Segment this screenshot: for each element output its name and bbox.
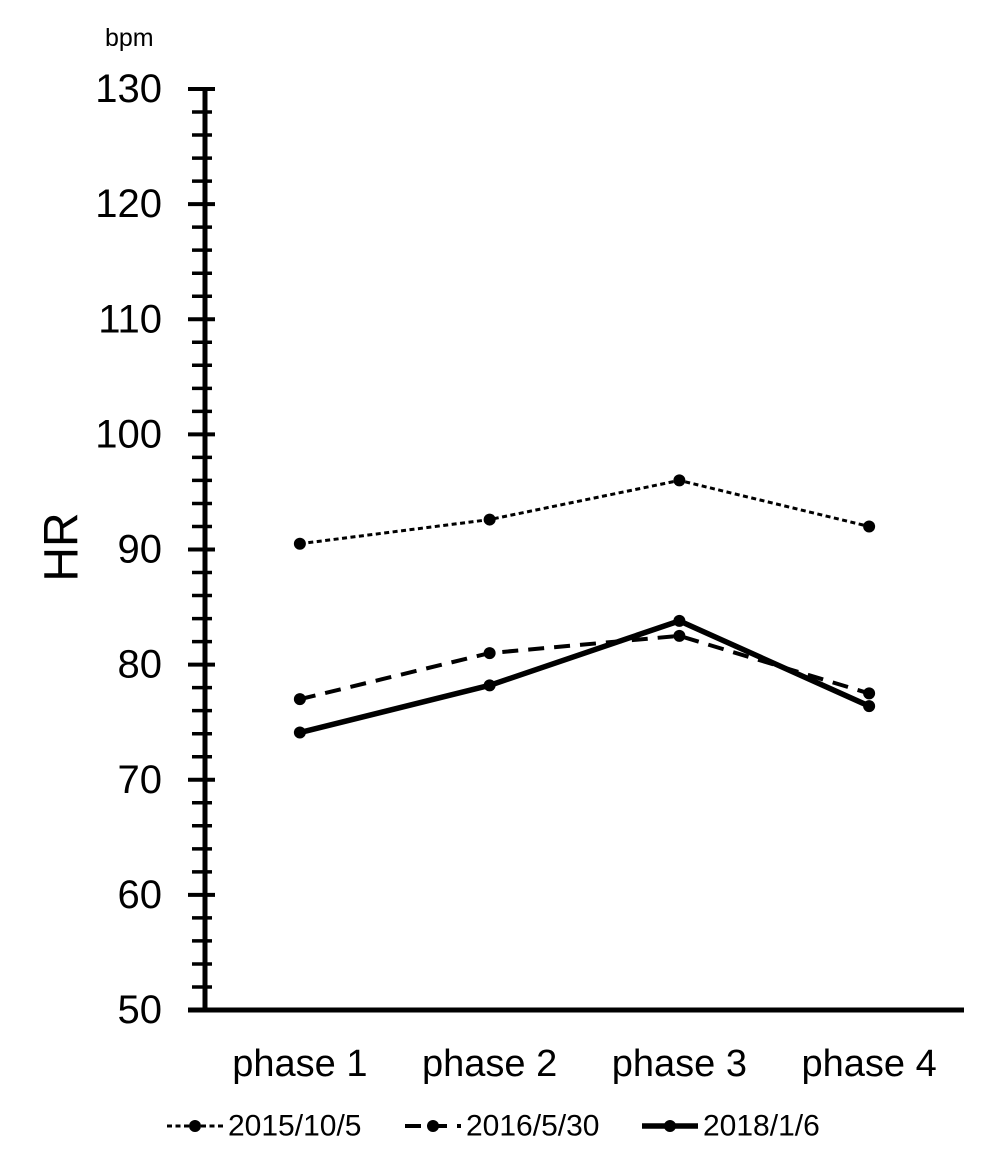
legend-marker <box>189 1120 201 1132</box>
y-tick-label: 110 <box>98 297 162 341</box>
legend-label: 2018/1/6 <box>703 1110 820 1143</box>
legend-label: 2015/10/5 <box>228 1110 361 1143</box>
data-point-marker <box>293 726 306 739</box>
x-category-label: phase 4 <box>802 1043 937 1085</box>
legend-item: 2015/10/5 <box>167 1110 361 1143</box>
y-tick-label: 80 <box>118 643 163 687</box>
y-tick-label: 70 <box>118 758 163 802</box>
data-point-marker <box>673 629 686 642</box>
y-tick-label: 130 <box>95 67 162 111</box>
x-category-label: phase 3 <box>612 1043 747 1085</box>
y-tick-label: 100 <box>95 412 162 456</box>
axes-layer: 50 60 70 80 90 100 110 120 130 phase 1 phase 2 phas… <box>95 67 964 1085</box>
legend: 2015/10/5 2016/5/30 2018/1/6 <box>167 1110 820 1143</box>
data-point-marker <box>863 700 876 713</box>
y-tick-label: 50 <box>118 988 163 1032</box>
data-point-marker <box>863 520 876 533</box>
series-line <box>299 478 870 546</box>
y-tick-label: 90 <box>118 528 163 572</box>
series-line <box>299 618 871 736</box>
data-point-marker <box>673 474 686 487</box>
data-point-marker <box>293 537 306 550</box>
series-layer <box>293 474 876 739</box>
data-point-marker <box>483 513 496 526</box>
data-point-marker <box>863 687 876 700</box>
y-tick-label: 120 <box>95 182 162 226</box>
legend-label: 2016/5/30 <box>466 1110 599 1143</box>
y-axis-title: HR <box>36 512 89 581</box>
data-point-marker <box>483 679 496 692</box>
x-category-label: phase 2 <box>422 1043 557 1085</box>
y-axis-unit-label: bpm <box>105 24 154 52</box>
data-point-marker <box>293 693 306 706</box>
legend-marker <box>427 1120 439 1132</box>
legend-item: 2016/5/30 <box>405 1110 599 1143</box>
legend-item: 2018/1/6 <box>642 1110 820 1143</box>
y-tick-label: 60 <box>118 873 163 917</box>
x-category-label: phase 1 <box>232 1043 367 1085</box>
series-line <box>299 633 870 702</box>
data-point-marker <box>673 614 686 627</box>
legend-marker <box>664 1120 676 1132</box>
data-point-marker <box>483 647 496 660</box>
